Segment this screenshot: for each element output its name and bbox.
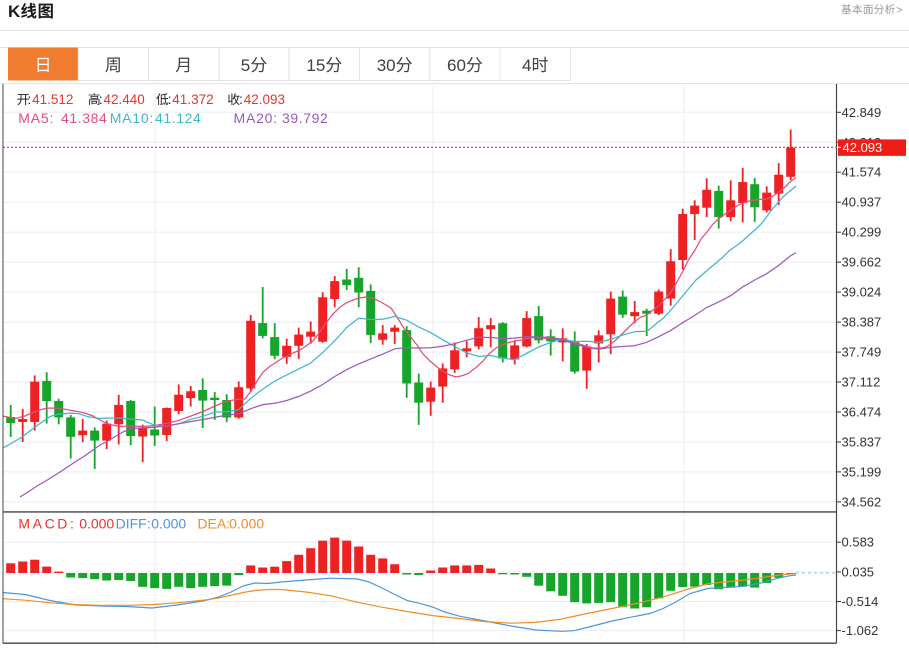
svg-text:40.937: 40.937 [842,195,882,210]
svg-text:38.387: 38.387 [842,315,882,330]
svg-text:DIFF:: DIFF: [116,516,151,532]
svg-text:41.124: 41.124 [155,110,201,126]
svg-text:-0.514: -0.514 [842,594,879,609]
svg-text:42.849: 42.849 [842,105,882,120]
svg-text:0.000: 0.000 [229,516,264,532]
svg-text:K: K [8,2,21,21]
svg-text:15: 15 [306,56,325,75]
svg-text:4: 4 [522,56,531,75]
svg-text:34.562: 34.562 [842,494,882,509]
svg-text:37.112: 37.112 [842,375,881,390]
svg-text:DEA:: DEA: [197,516,230,532]
svg-text:36.474: 36.474 [842,405,882,420]
svg-text::: : [168,92,172,107]
svg-text:42.093: 42.093 [843,140,883,155]
svg-text:41.574: 41.574 [842,165,882,180]
svg-text:42.093: 42.093 [244,92,285,107]
svg-text::: : [239,92,243,107]
svg-text:42.440: 42.440 [104,92,145,107]
svg-text:39.662: 39.662 [842,255,882,270]
svg-text:40.299: 40.299 [842,225,882,240]
svg-text:0.583: 0.583 [842,535,875,550]
svg-text:60: 60 [447,56,466,75]
svg-text:0.035: 0.035 [842,564,875,579]
svg-text:>: > [896,4,902,16]
svg-text:0.000: 0.000 [79,516,114,532]
svg-text:0.000: 0.000 [151,516,186,532]
svg-text:41.384: 41.384 [61,110,107,126]
svg-text:-1.062: -1.062 [842,623,879,638]
svg-text:41.372: 41.372 [172,92,213,107]
svg-text:30: 30 [377,56,396,75]
svg-text:35.837: 35.837 [842,435,882,450]
svg-text:39.792: 39.792 [282,110,328,126]
svg-text:37.749: 37.749 [842,345,882,360]
svg-text::: : [99,92,103,107]
svg-text:MA5:: MA5: [18,110,54,126]
svg-text:MA20:: MA20: [234,110,278,126]
svg-text:35.199: 35.199 [842,464,882,479]
svg-text:39.024: 39.024 [842,285,882,300]
svg-text::: : [28,92,32,107]
svg-text:41.512: 41.512 [32,92,73,107]
svg-text:5: 5 [241,56,250,75]
svg-text:MACD:: MACD: [18,516,76,532]
svg-text:MA10:: MA10: [110,110,154,126]
